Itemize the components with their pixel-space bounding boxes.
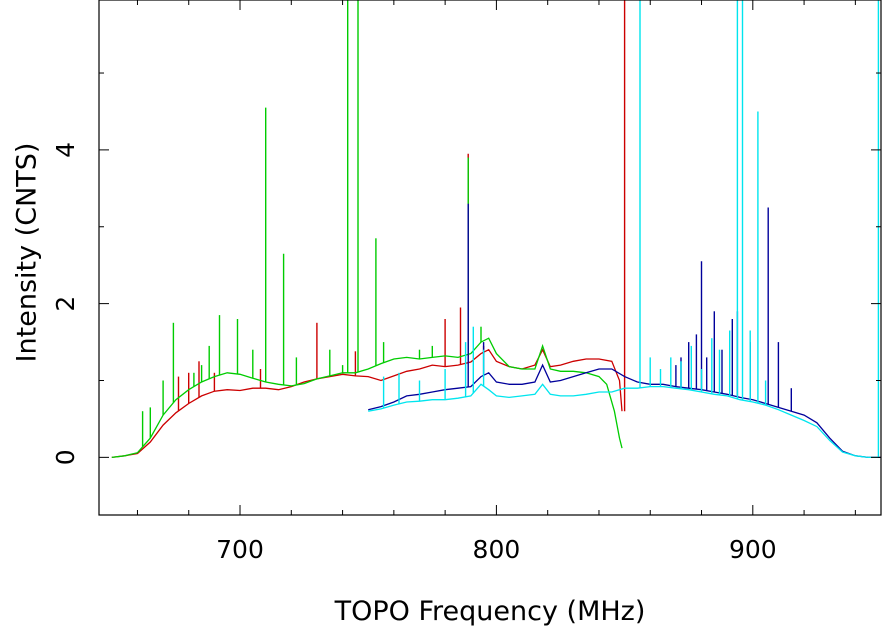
y-axis-ticks: 0 2 4 [51,72,881,465]
x-tick-label: 800 [473,535,521,564]
x-tick-label: 700 [216,535,264,564]
x-tick-label: 900 [729,535,777,564]
series-4-line [368,383,879,459]
data-series-group [111,0,881,459]
series-2-line [111,337,623,459]
series-1-line [111,348,623,459]
x-axis-label: TOPO Frequency (MHz) [334,596,646,627]
y-axis-label: Intensity (CNTS) [12,143,43,363]
y-tick-label: 0 [51,449,80,465]
y-tick-label: 4 [51,142,80,158]
x-axis-ticks: 700 800 900 [136,0,856,564]
plot-frame [98,0,882,516]
y-tick-label: 2 [51,296,80,312]
